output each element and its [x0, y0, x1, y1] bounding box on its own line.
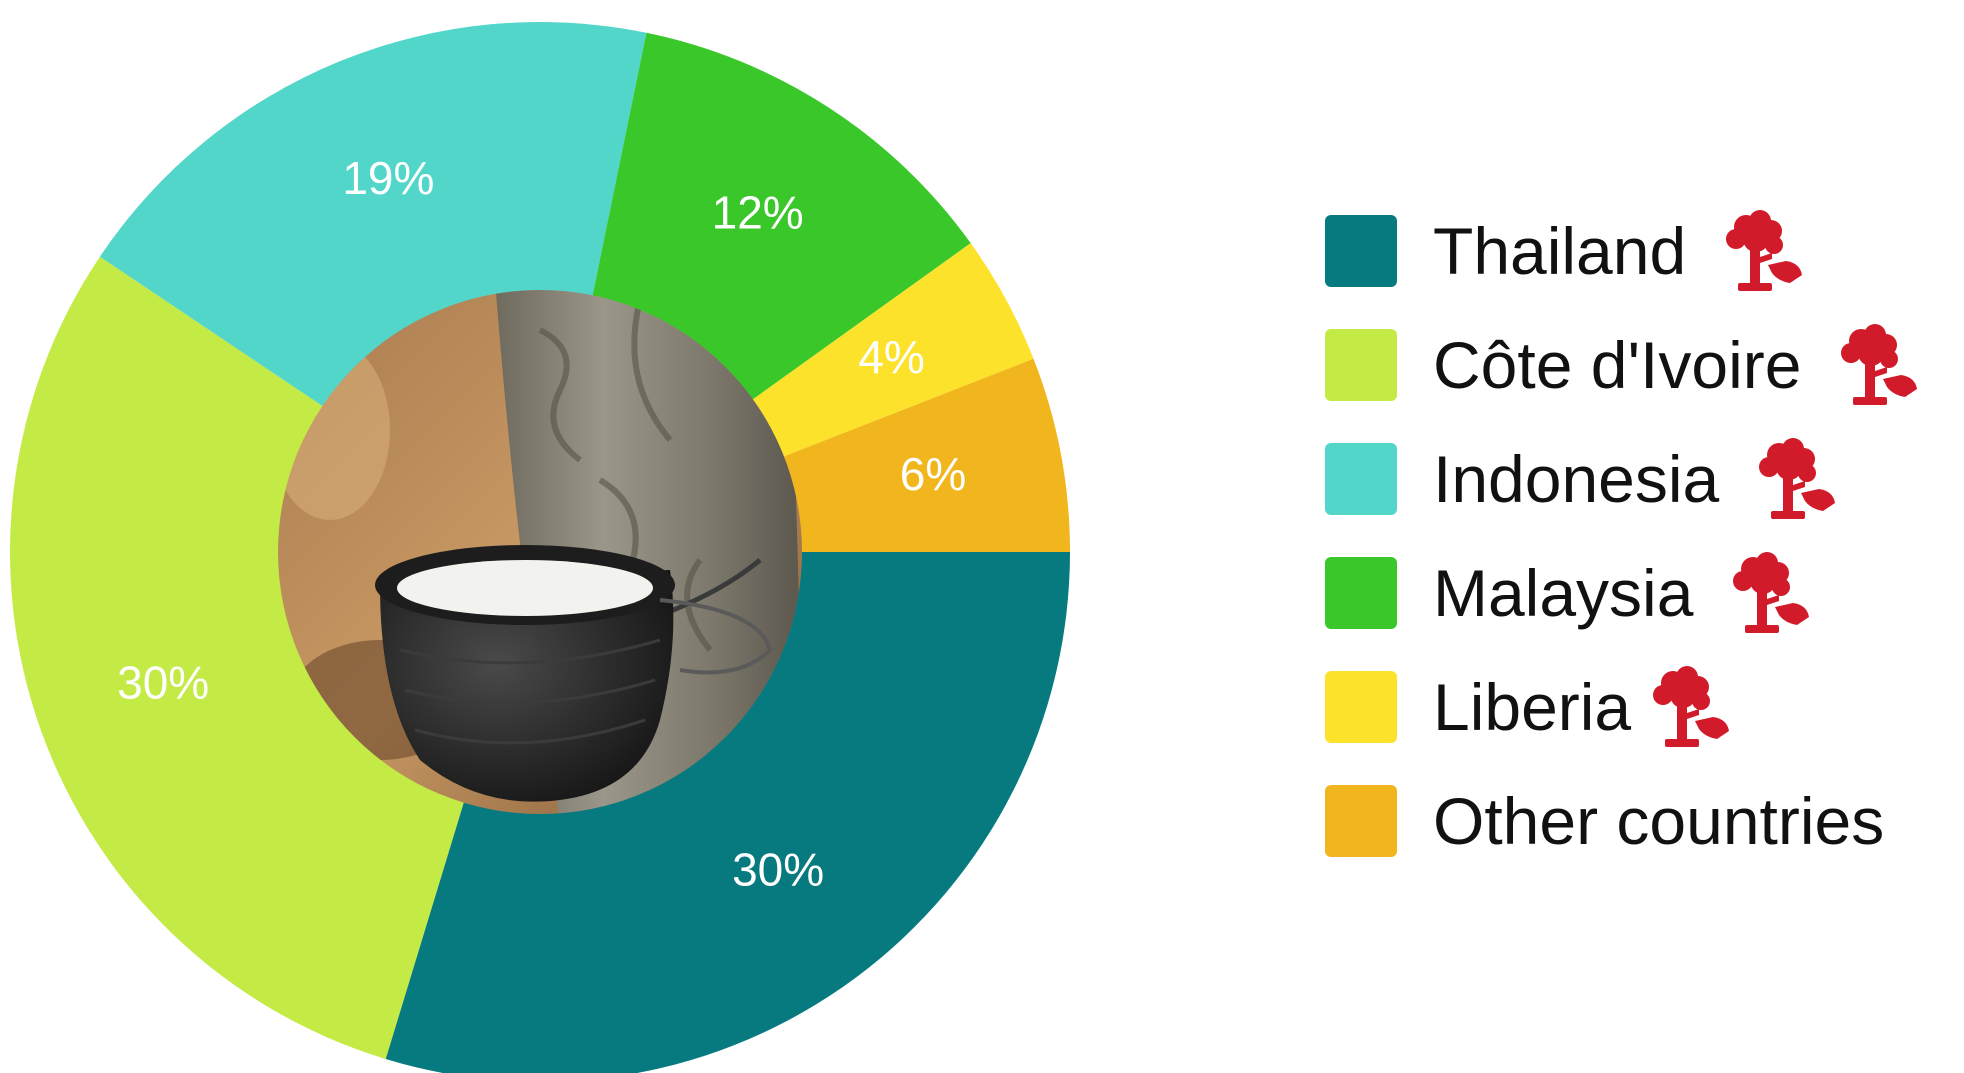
legend-swatch	[1325, 557, 1397, 629]
slice-value-label: 30%	[117, 656, 209, 708]
legend-label: Thailand	[1433, 214, 1687, 288]
legend-item-malaysia: Malaysia	[1325, 552, 1921, 633]
slice-value-label: 12%	[712, 187, 804, 239]
legend-item-cote-divoire: Côte d'Ivoire	[1325, 324, 1921, 405]
pie-slice-c-te-d-ivoire	[10, 256, 541, 1060]
legend-swatch	[1325, 785, 1397, 857]
rubber-tree-tapping-icon	[1733, 552, 1810, 633]
legend-label: Liberia	[1433, 670, 1632, 744]
legend-item-liberia: Liberia	[1325, 666, 1921, 747]
legend: Thailand Côte d'Ivoire Indonesia Malaysi…	[1325, 210, 1921, 899]
legend-item-other-countries: Other countries	[1325, 785, 1921, 857]
slice-value-label: 19%	[342, 152, 434, 204]
slice-value-label: 6%	[900, 448, 966, 500]
legend-swatch	[1325, 443, 1397, 515]
rubber-tree-tapping-icon	[1841, 324, 1918, 405]
donut-chart: 30% 30% 19% 12% 4% 6%	[10, 22, 1070, 1073]
slice-value-label: 30%	[732, 844, 824, 896]
legend-swatch	[1325, 215, 1397, 287]
legend-item-indonesia: Indonesia	[1325, 438, 1921, 519]
rubber-tree-tapping-icon	[1653, 666, 1730, 747]
legend-label: Côte d'Ivoire	[1433, 328, 1802, 402]
legend-label: Indonesia	[1433, 442, 1720, 516]
rubber-tree-tapping-icon	[1759, 438, 1836, 519]
legend-item-thailand: Thailand	[1325, 210, 1921, 291]
rubber-tree-tapping-icon	[1726, 210, 1803, 291]
legend-label: Other countries	[1433, 784, 1885, 858]
legend-label: Malaysia	[1433, 556, 1694, 630]
legend-swatch	[1325, 329, 1397, 401]
slice-value-label: 4%	[858, 331, 924, 383]
legend-swatch	[1325, 671, 1397, 743]
